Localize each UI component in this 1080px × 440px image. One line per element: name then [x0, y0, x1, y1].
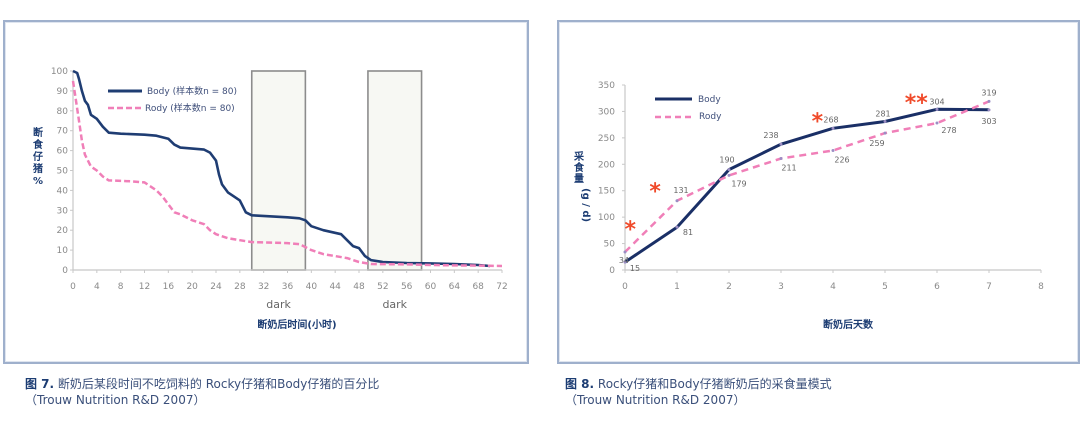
caption-source: （Trouw Nutrition R&D 2007）: [565, 393, 746, 407]
caption-text: 断奶后某段时间不吃饲料的 Rocky仔猪和Body仔猪的百分比: [54, 377, 380, 391]
figure-number: 图 7.: [25, 377, 55, 391]
y-axis-title-char: 断: [33, 126, 43, 139]
y-tick-label: 20: [57, 226, 69, 236]
figure-8-caption: 图 8. Rocky仔猪和Body仔猪断奶后的采食量模式 （Trouw Nutr…: [565, 376, 832, 408]
y-axis-title-char: 食: [32, 138, 44, 151]
y-tick-label: 50: [57, 167, 69, 177]
x-tick-label: 60: [425, 282, 437, 292]
x-tick-label: 20: [186, 282, 198, 292]
y-tick-label: 70: [57, 127, 69, 137]
caption-source: （Trouw Nutrition R&D 2007）: [25, 393, 206, 407]
x-tick-label: 52: [377, 282, 388, 292]
dark-period-label: dark: [266, 298, 291, 311]
figure-number: 图 8.: [565, 377, 595, 391]
y-tick-label: 30: [57, 206, 69, 216]
y-axis-title-char: 仔: [33, 150, 43, 163]
y-tick-label: 40: [57, 186, 69, 196]
series-rody-line: [71, 80, 503, 268]
x-tick-label: 72: [496, 282, 507, 292]
x-tick-label: 24: [210, 282, 222, 292]
dark-period-label: dark: [382, 298, 407, 311]
x-tick-label: 0: [70, 282, 76, 292]
legend-rody-label: Rody (样本数n = 80): [145, 102, 235, 114]
x-axis-title: 断奶后时间(小时): [257, 318, 336, 331]
y-tick-label: 0: [62, 266, 68, 276]
x-tick-label: 48: [353, 282, 365, 292]
dark-period-region: [367, 70, 423, 271]
x-tick-label: 40: [306, 282, 318, 292]
x-tick-label: 12: [139, 282, 150, 292]
y-tick-label: 60: [57, 147, 69, 157]
x-tick-label: 68: [472, 282, 484, 292]
x-tick-label: 56: [401, 282, 413, 292]
x-tick-label: 16: [163, 282, 175, 292]
figure-7-caption: 图 7. 断奶后某段时间不吃饲料的 Rocky仔猪和Body仔猪的百分比 （Tr…: [25, 376, 379, 408]
x-tick-label: 8: [118, 282, 124, 292]
x-tick-label: 44: [329, 282, 341, 292]
y-axis-title-char: 猪: [32, 162, 43, 175]
caption-text: Rocky仔猪和Body仔猪断奶后的采食量模式: [594, 377, 832, 391]
y-tick-label: 80: [57, 107, 69, 117]
x-tick-label: 28: [234, 282, 246, 292]
x-tick-label: 64: [449, 282, 461, 292]
x-tick-label: 32: [258, 282, 269, 292]
legend-body-label: Body (样本数n = 80): [147, 85, 237, 97]
series-body-line: [72, 69, 491, 268]
y-tick-label: 90: [57, 87, 69, 97]
y-tick-label: 10: [57, 246, 69, 256]
x-tick-label: 4: [94, 282, 100, 292]
dark-period-region: [250, 70, 307, 271]
y-axis-title-char: %: [33, 176, 43, 187]
y-tick-label: 100: [51, 67, 68, 77]
x-tick-label: 36: [282, 282, 294, 292]
